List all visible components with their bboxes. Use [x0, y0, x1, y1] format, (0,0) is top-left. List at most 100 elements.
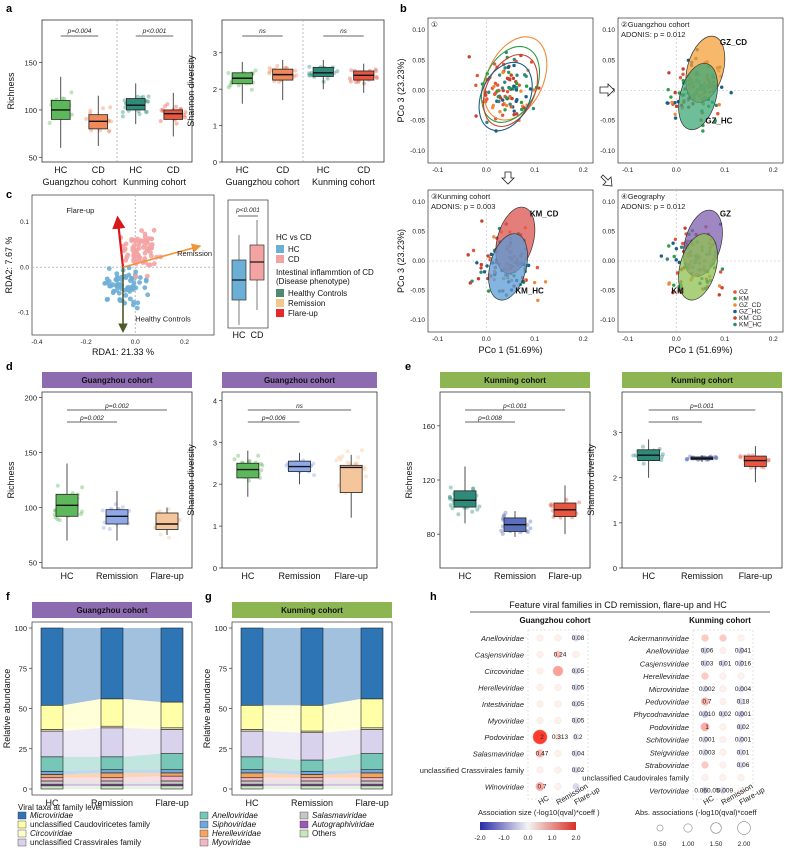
data-point	[502, 513, 507, 518]
heat-bubble	[701, 634, 709, 642]
cell-value: 0.041	[735, 648, 752, 655]
stacked-bar	[100, 777, 124, 782]
y-tick-label: 0.05	[602, 57, 615, 64]
subplot-tag: ③Kunming cohort	[431, 192, 491, 201]
y-tick-label: -0.05	[600, 288, 615, 295]
row-label: Myoviridae	[488, 717, 524, 726]
size-legend-tick: 1.50	[710, 841, 723, 848]
heat-bubble	[535, 749, 545, 758]
row-label: Casjensviridae	[640, 659, 689, 668]
heat-bubble	[701, 736, 709, 744]
data-point	[476, 277, 481, 281]
row-label: Anelloviridae	[645, 647, 689, 656]
data-point	[679, 245, 684, 249]
data-point	[336, 455, 341, 460]
data-point	[348, 79, 353, 84]
data-point	[633, 453, 638, 458]
x-tick-label: HC	[317, 165, 330, 175]
data-point	[498, 110, 502, 114]
data-point	[182, 113, 187, 118]
data-point	[84, 116, 89, 121]
data-point	[505, 89, 510, 94]
cell-value: 2	[540, 734, 544, 741]
data-point	[673, 90, 677, 95]
heat-bubble	[701, 774, 709, 782]
legend-swatch	[17, 838, 27, 847]
data-point	[667, 281, 671, 285]
data-point	[232, 457, 237, 462]
legend-title: Association size (-log10(qval)*coeff )	[478, 808, 600, 817]
data-point	[673, 237, 678, 241]
data-point	[720, 286, 724, 290]
y-tick-label: 3	[213, 49, 217, 58]
heat-bubble	[536, 700, 544, 708]
data-point	[174, 121, 179, 126]
x-tick-label: Remission	[291, 798, 333, 808]
data-point	[345, 460, 350, 465]
cohort-header-label: Guangzhou cohort	[264, 376, 335, 385]
y-axis-label: Richness	[404, 461, 414, 499]
x-tick-label: Remission	[278, 571, 320, 581]
heat-bubble	[532, 729, 548, 745]
data-point	[492, 84, 496, 89]
stacked-bar	[240, 756, 264, 770]
data-point	[673, 112, 677, 116]
size-legend-bubble	[683, 823, 693, 833]
heat-bubble	[554, 766, 562, 774]
data-point	[475, 73, 479, 78]
data-point	[267, 66, 272, 71]
data-point	[360, 448, 365, 453]
y-tick-label: 0	[23, 785, 27, 794]
column-label: HC	[537, 793, 551, 807]
heat-bubble	[554, 634, 562, 642]
group-label: KM	[671, 287, 684, 296]
cell-value: 0.01	[737, 749, 750, 756]
y-tick-label: 0.10	[412, 199, 425, 206]
x-tick-label: 0.2	[769, 167, 778, 174]
data-point	[151, 261, 157, 267]
data-point	[477, 504, 482, 509]
y-tick-label: 150	[24, 449, 37, 458]
heat-bubble	[737, 659, 745, 667]
data-point	[667, 244, 671, 248]
data-point	[159, 108, 164, 113]
data-point	[88, 108, 93, 113]
y-tick-label: 160	[422, 422, 435, 431]
x-tick-label: CD	[251, 330, 264, 340]
stacked-bar	[360, 769, 384, 774]
data-point	[123, 257, 129, 263]
data-point	[135, 94, 140, 99]
data-point	[143, 109, 148, 114]
data-point	[97, 128, 102, 133]
data-point	[340, 454, 345, 459]
x-tick-label: Flare-up	[548, 571, 582, 581]
data-point	[729, 91, 733, 95]
size-legend-tick: 2.00	[738, 841, 751, 848]
heat-bubble	[536, 766, 544, 774]
x-tick-label: Remission	[91, 798, 133, 808]
cell-value: 0.02	[719, 711, 732, 718]
cell-value: 0.004	[735, 686, 752, 693]
data-point	[549, 504, 554, 509]
stacked-bar	[160, 772, 184, 777]
heat-bubble	[719, 685, 727, 693]
data-point	[486, 289, 491, 293]
plot-frame	[439, 391, 591, 569]
data-point	[500, 86, 505, 90]
data-point	[577, 500, 582, 505]
data-point	[347, 76, 352, 81]
data-point	[503, 66, 507, 70]
panel-label-e: e	[405, 361, 411, 373]
data-point	[492, 62, 497, 66]
heat-bubble	[737, 647, 745, 655]
cell-value: 0.060.05	[694, 787, 720, 794]
legend-label: Healthy Controls	[288, 289, 347, 298]
data-point	[145, 240, 151, 246]
size-legend-bubble	[656, 824, 664, 832]
data-point	[57, 518, 62, 523]
stacked-bar	[100, 769, 124, 774]
data-point	[480, 219, 484, 223]
heat-bubble	[737, 698, 745, 705]
data-point	[166, 535, 171, 540]
data-point	[345, 449, 350, 454]
